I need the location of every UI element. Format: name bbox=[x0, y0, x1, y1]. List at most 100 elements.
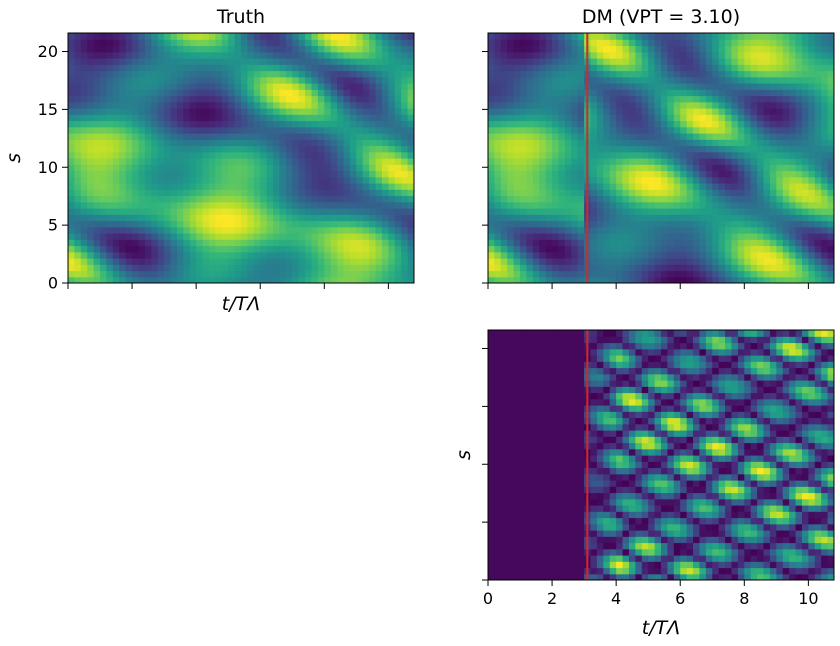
heatmap-cell bbox=[337, 176, 345, 184]
heatmap-cell bbox=[362, 151, 370, 159]
heatmap-cell bbox=[80, 120, 88, 128]
heatmap-cell bbox=[253, 251, 261, 259]
heatmap-cell bbox=[74, 33, 82, 40]
heatmap-cell bbox=[241, 226, 249, 234]
heatmap-cell bbox=[789, 208, 797, 215]
heatmap-cell bbox=[558, 392, 566, 400]
heatmap-cell bbox=[552, 486, 560, 494]
heatmap-cell bbox=[324, 233, 332, 240]
heatmap-cell bbox=[292, 64, 300, 72]
heatmap-cell bbox=[744, 95, 752, 103]
heatmap-cell bbox=[369, 139, 377, 147]
heatmap-cell bbox=[279, 158, 287, 165]
heatmap-cell bbox=[622, 114, 630, 122]
heatmap-cell bbox=[375, 89, 383, 97]
heatmap-cell bbox=[241, 39, 249, 47]
heatmap-cell bbox=[667, 76, 675, 84]
heatmap-cell bbox=[750, 114, 758, 122]
heatmap-cell bbox=[285, 64, 293, 72]
heatmap-cell bbox=[388, 220, 396, 228]
heatmap-cell bbox=[196, 245, 204, 253]
heatmap-cell bbox=[801, 64, 809, 72]
heatmap-cell bbox=[801, 114, 809, 122]
heatmap-cell bbox=[176, 133, 184, 140]
heatmap-cell bbox=[362, 276, 370, 283]
heatmap-cell bbox=[571, 239, 579, 247]
heatmap-cell bbox=[545, 330, 553, 337]
heatmap-cell bbox=[381, 251, 389, 259]
heatmap-cell bbox=[93, 195, 101, 203]
heatmap-cell bbox=[552, 145, 560, 153]
heatmap-cell bbox=[106, 170, 114, 178]
heatmap-cell bbox=[673, 170, 681, 178]
heatmap-cell bbox=[673, 101, 681, 109]
heatmap-cell bbox=[305, 201, 313, 209]
heatmap-cell bbox=[744, 245, 752, 253]
heatmap-cell bbox=[789, 95, 797, 103]
heatmap-cell bbox=[673, 151, 681, 159]
heatmap-cell bbox=[571, 573, 579, 580]
heatmap-cell bbox=[737, 189, 745, 197]
heatmap-cell bbox=[80, 258, 88, 265]
heatmap-cell bbox=[590, 201, 598, 209]
heatmap-cell bbox=[737, 139, 745, 147]
heatmap-cell bbox=[539, 51, 547, 59]
heatmap-cell bbox=[648, 101, 656, 109]
heatmap-cell bbox=[215, 51, 223, 59]
heatmap-cell bbox=[80, 58, 88, 65]
heatmap-cell bbox=[138, 220, 146, 228]
heatmap-cell bbox=[241, 176, 249, 184]
heatmap-cell bbox=[558, 530, 566, 537]
heatmap-cell bbox=[68, 108, 76, 115]
heatmap-cell bbox=[545, 405, 553, 412]
heatmap-cell bbox=[763, 133, 771, 140]
heatmap-cell bbox=[577, 233, 585, 240]
heatmap-cell bbox=[622, 139, 630, 147]
heatmap-cell bbox=[763, 45, 771, 53]
heatmap-cell bbox=[305, 195, 313, 203]
heatmap-cell bbox=[138, 89, 146, 97]
heatmap-cell bbox=[228, 39, 236, 47]
heatmap-cell bbox=[532, 201, 540, 209]
heatmap-cell bbox=[686, 164, 694, 172]
heatmap-cell bbox=[616, 276, 624, 283]
heatmap-cell bbox=[317, 120, 325, 128]
heatmap-cell bbox=[552, 417, 560, 425]
heatmap-cell bbox=[673, 214, 681, 222]
heatmap-cell bbox=[285, 58, 293, 65]
heatmap-cell bbox=[157, 258, 165, 265]
heatmap-cell bbox=[782, 83, 790, 90]
heatmap-cell bbox=[68, 139, 76, 147]
heatmap-cell bbox=[616, 233, 624, 240]
heatmap-cell bbox=[641, 251, 649, 259]
heatmap-cell bbox=[718, 164, 726, 172]
heatmap-cell bbox=[144, 264, 152, 272]
heatmap-cell bbox=[119, 151, 127, 159]
heatmap-cell bbox=[513, 530, 521, 537]
heatmap-cell bbox=[532, 83, 540, 90]
heatmap-cell bbox=[558, 183, 566, 190]
heatmap-cell bbox=[119, 264, 127, 272]
heatmap-cell bbox=[298, 114, 306, 122]
heatmap-cell bbox=[801, 158, 809, 165]
heatmap-cell bbox=[401, 58, 409, 65]
heatmap-cell bbox=[362, 201, 370, 209]
heatmap-cell bbox=[221, 45, 229, 53]
heatmap-cell bbox=[680, 195, 688, 203]
heatmap-cell bbox=[381, 214, 389, 222]
heatmap-cell bbox=[356, 45, 364, 53]
heatmap-cell bbox=[552, 158, 560, 165]
heatmap-cell bbox=[119, 108, 127, 115]
heatmap-cell bbox=[488, 58, 496, 65]
heatmap-cell bbox=[151, 276, 159, 283]
heatmap-cell bbox=[202, 114, 210, 122]
heatmap-cell bbox=[196, 76, 204, 84]
heatmap-cell bbox=[520, 555, 528, 562]
heatmap-cell bbox=[132, 245, 140, 253]
heatmap-cell bbox=[532, 33, 540, 40]
heatmap-cell bbox=[622, 151, 630, 159]
heatmap-cell bbox=[151, 64, 159, 72]
heatmap-cell bbox=[317, 245, 325, 253]
heatmap-cell bbox=[500, 473, 508, 481]
heatmap-cell bbox=[234, 114, 242, 122]
